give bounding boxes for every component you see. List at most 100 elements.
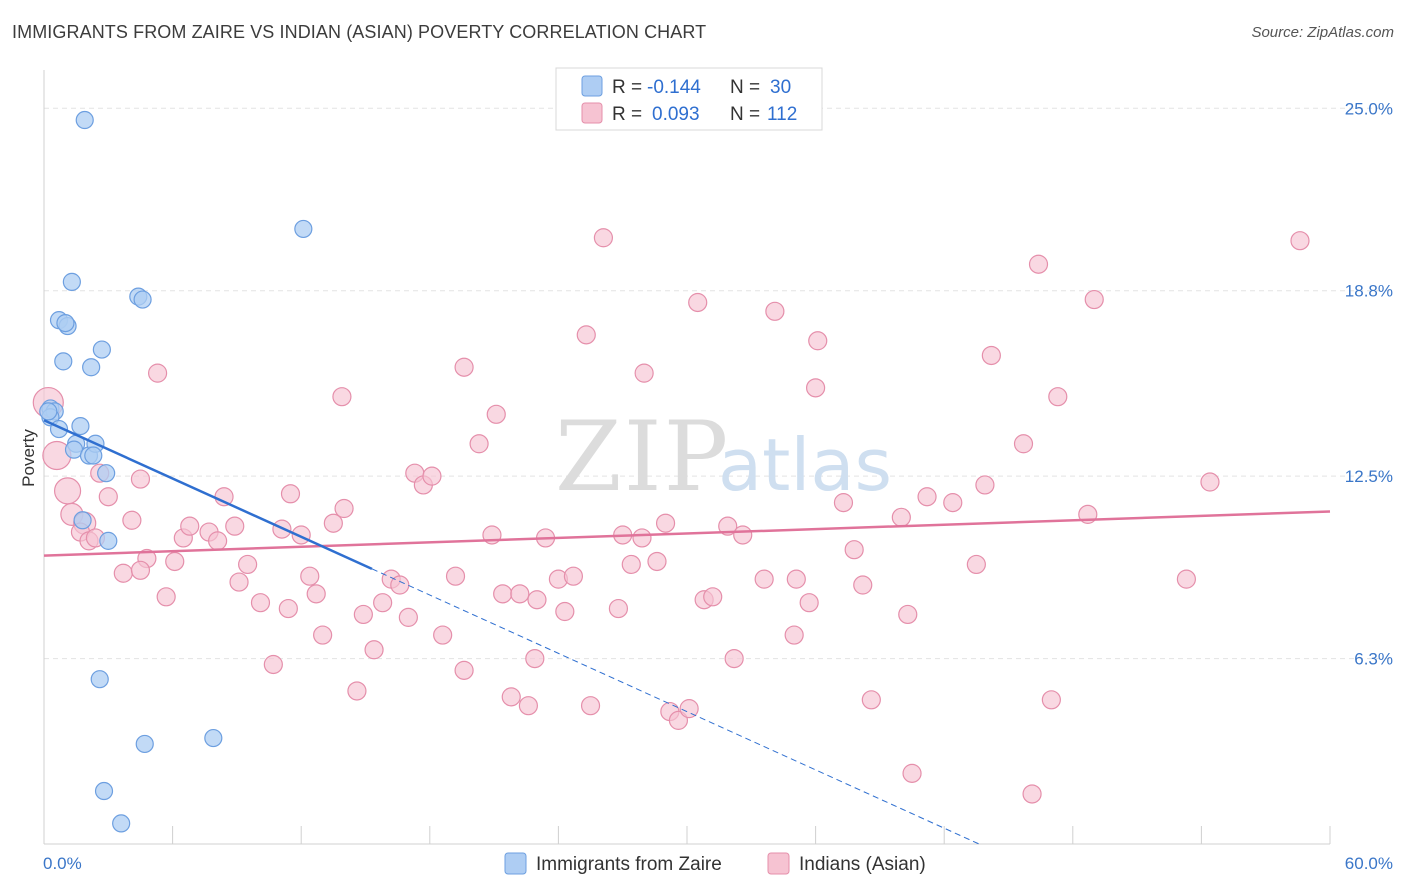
point-indians-27: [263, 654, 283, 675]
point-indians-14: [113, 563, 133, 583]
point-indians-83: [733, 525, 753, 545]
bottom-legend-swatch-indians: [767, 852, 790, 875]
point-zaire-26: [204, 728, 223, 748]
point-indians-57: [510, 584, 530, 604]
point-zaire-27: [94, 781, 114, 801]
point-indians-56: [501, 687, 521, 707]
point-indians-41: [373, 593, 393, 613]
point-zaire-0: [75, 110, 94, 130]
watermark-zip: ZIP: [555, 401, 730, 513]
x-tick-label-min: 0.0%: [43, 854, 82, 873]
legend-r-label-zaire: R =: [612, 77, 642, 98]
point-indians-96: [898, 604, 918, 625]
point-indians-101: [975, 475, 995, 495]
point-indians-26: [250, 593, 271, 613]
trend-line-zaire-extrapolated: [371, 568, 980, 845]
point-indians-68: [608, 598, 629, 619]
point-indians-98: [917, 487, 937, 507]
point-indians-36: [334, 498, 354, 519]
point-zaire-14: [294, 219, 313, 239]
legend-swatch-indians: [581, 102, 603, 124]
point-indians-24: [229, 572, 249, 592]
point-indians-108: [1084, 289, 1104, 310]
point-indians-109: [1022, 784, 1042, 804]
point-zaire-13: [133, 290, 152, 309]
point-indians-35: [323, 513, 343, 533]
point-zaire-21: [97, 464, 116, 483]
point-indians-64: [563, 566, 584, 586]
point-zaire-20: [84, 446, 103, 465]
point-indians-23: [225, 516, 245, 536]
point-zaire-24: [90, 670, 109, 689]
trend-line-indians: [43, 510, 1331, 557]
watermark-atlas: atlas: [718, 423, 892, 507]
y-axis-label: Poverty: [19, 429, 38, 487]
point-indians-50: [454, 357, 474, 377]
point-indians-10: [122, 510, 142, 530]
point-indians-19: [180, 516, 200, 536]
point-indians-93: [853, 575, 873, 595]
point-zaire-29: [39, 402, 58, 421]
point-indians-59: [527, 590, 547, 610]
point-indians-44: [398, 607, 418, 627]
point-indians-104: [1028, 254, 1049, 274]
point-indians-112: [1290, 231, 1310, 251]
point-indians-70: [621, 554, 641, 575]
point-indians-78: [688, 292, 708, 313]
point-indians-84: [754, 569, 774, 589]
point-indians-29: [280, 484, 301, 504]
point-indians-74: [655, 513, 676, 533]
chart-title: IMMIGRANTS FROM ZAIRE VS INDIAN (ASIAN) …: [12, 22, 707, 42]
y-tick-label-0: 6.3%: [1354, 650, 1393, 669]
point-zaire-10: [92, 340, 111, 359]
point-indians-71: [634, 363, 654, 383]
point-indians-82: [724, 648, 744, 669]
trend-lines: [43, 419, 1331, 845]
point-indians-91: [833, 493, 854, 513]
series-indians-asian-points: [32, 228, 1310, 804]
point-zaire-25: [135, 734, 154, 754]
point-indians-47: [422, 466, 442, 486]
point-indians-80: [703, 587, 723, 607]
point-indians-100: [966, 554, 986, 575]
point-indians-11: [130, 469, 151, 489]
x-tick-label-max: 60.0%: [1345, 854, 1393, 873]
point-indians-105: [1041, 690, 1061, 710]
point-indians-106: [1048, 387, 1068, 407]
point-zaire-22: [73, 511, 92, 530]
point-indians-89: [808, 331, 828, 351]
point-indians-81: [718, 516, 738, 536]
point-indians-94: [861, 690, 881, 710]
point-zaire-8: [56, 313, 75, 333]
point-indians-86: [784, 625, 804, 645]
point-indians-97: [902, 763, 922, 783]
legend-swatch-zaire: [581, 75, 603, 97]
point-indians-9: [98, 487, 118, 507]
point-indians-92: [844, 540, 864, 560]
point-zaire-5: [62, 272, 81, 291]
point-indians-48: [433, 625, 453, 645]
bottom-legend-swatch-zaire: [504, 852, 527, 875]
point-indians-51: [454, 660, 474, 680]
point-indians-54: [486, 404, 506, 424]
point-indians-32: [300, 566, 320, 586]
point-indians-33: [306, 584, 326, 604]
point-indians-37: [332, 387, 352, 407]
legend-r-label-indians: R =: [612, 104, 642, 125]
point-indians-2: [53, 477, 82, 505]
point-indians-87: [786, 569, 806, 589]
legend-n-label-zaire: N =: [730, 77, 760, 98]
point-indians-67: [593, 228, 614, 248]
bottom-legend: Immigrants from Zaire Indians (Asian): [504, 852, 926, 875]
point-indians-58: [518, 696, 538, 716]
y-tick-label-3: 25.0%: [1345, 99, 1393, 118]
point-indians-63: [555, 601, 575, 622]
point-indians-15: [130, 560, 151, 580]
point-indians-85: [765, 301, 785, 321]
point-indians-111: [1200, 472, 1220, 492]
point-indians-40: [364, 640, 384, 660]
point-indians-88: [799, 593, 819, 613]
bottom-legend-label-zaire: Immigrants from Zaire: [536, 854, 722, 875]
source-label: Source: ZipAtlas.com: [1251, 24, 1394, 41]
legend-n-value-indians: 112: [767, 104, 797, 125]
